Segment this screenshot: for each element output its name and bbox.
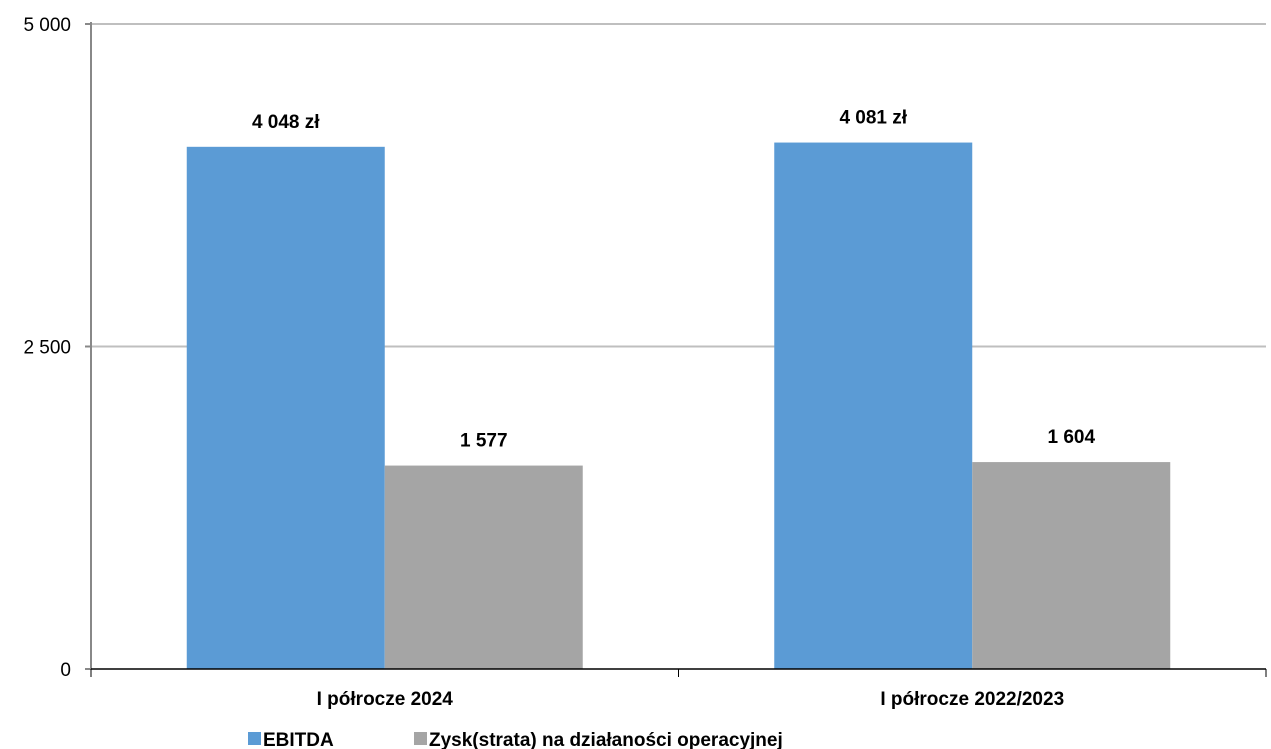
data-label: 1 577: [460, 431, 508, 452]
axes: 0 2 500 5 000: [23, 15, 1267, 681]
x-category-label: I półrocze 2022/2023: [880, 689, 1064, 710]
bar-ebitda: [186, 146, 385, 670]
bar-zysk: [384, 465, 583, 669]
bar-ebitda: [774, 142, 973, 669]
labels: 4 048 zł 1 577 I półrocze 2024 4 081 zł 1 60…: [252, 108, 1096, 710]
y-tick-label: 2 500: [23, 338, 71, 359]
legend-swatch: [248, 732, 261, 745]
legend-label: EBITDA: [263, 730, 334, 749]
y-tick-label: 0: [60, 660, 71, 681]
x-category-label: I półrocze 2024: [317, 689, 454, 710]
bars: [186, 142, 1171, 670]
data-label: 4 048 zł: [252, 112, 320, 133]
legend-swatch: [414, 732, 427, 745]
legend-label: Zysk(strata) na działaności operacyjnej: [429, 730, 783, 749]
legend: EBITDA Zysk(strata) na działaności operac…: [248, 730, 783, 749]
bar-zysk: [972, 462, 1171, 669]
data-label: 1 604: [1047, 427, 1095, 448]
data-label: 4 081 zł: [839, 108, 907, 129]
y-tick-label: 5 000: [23, 15, 71, 36]
